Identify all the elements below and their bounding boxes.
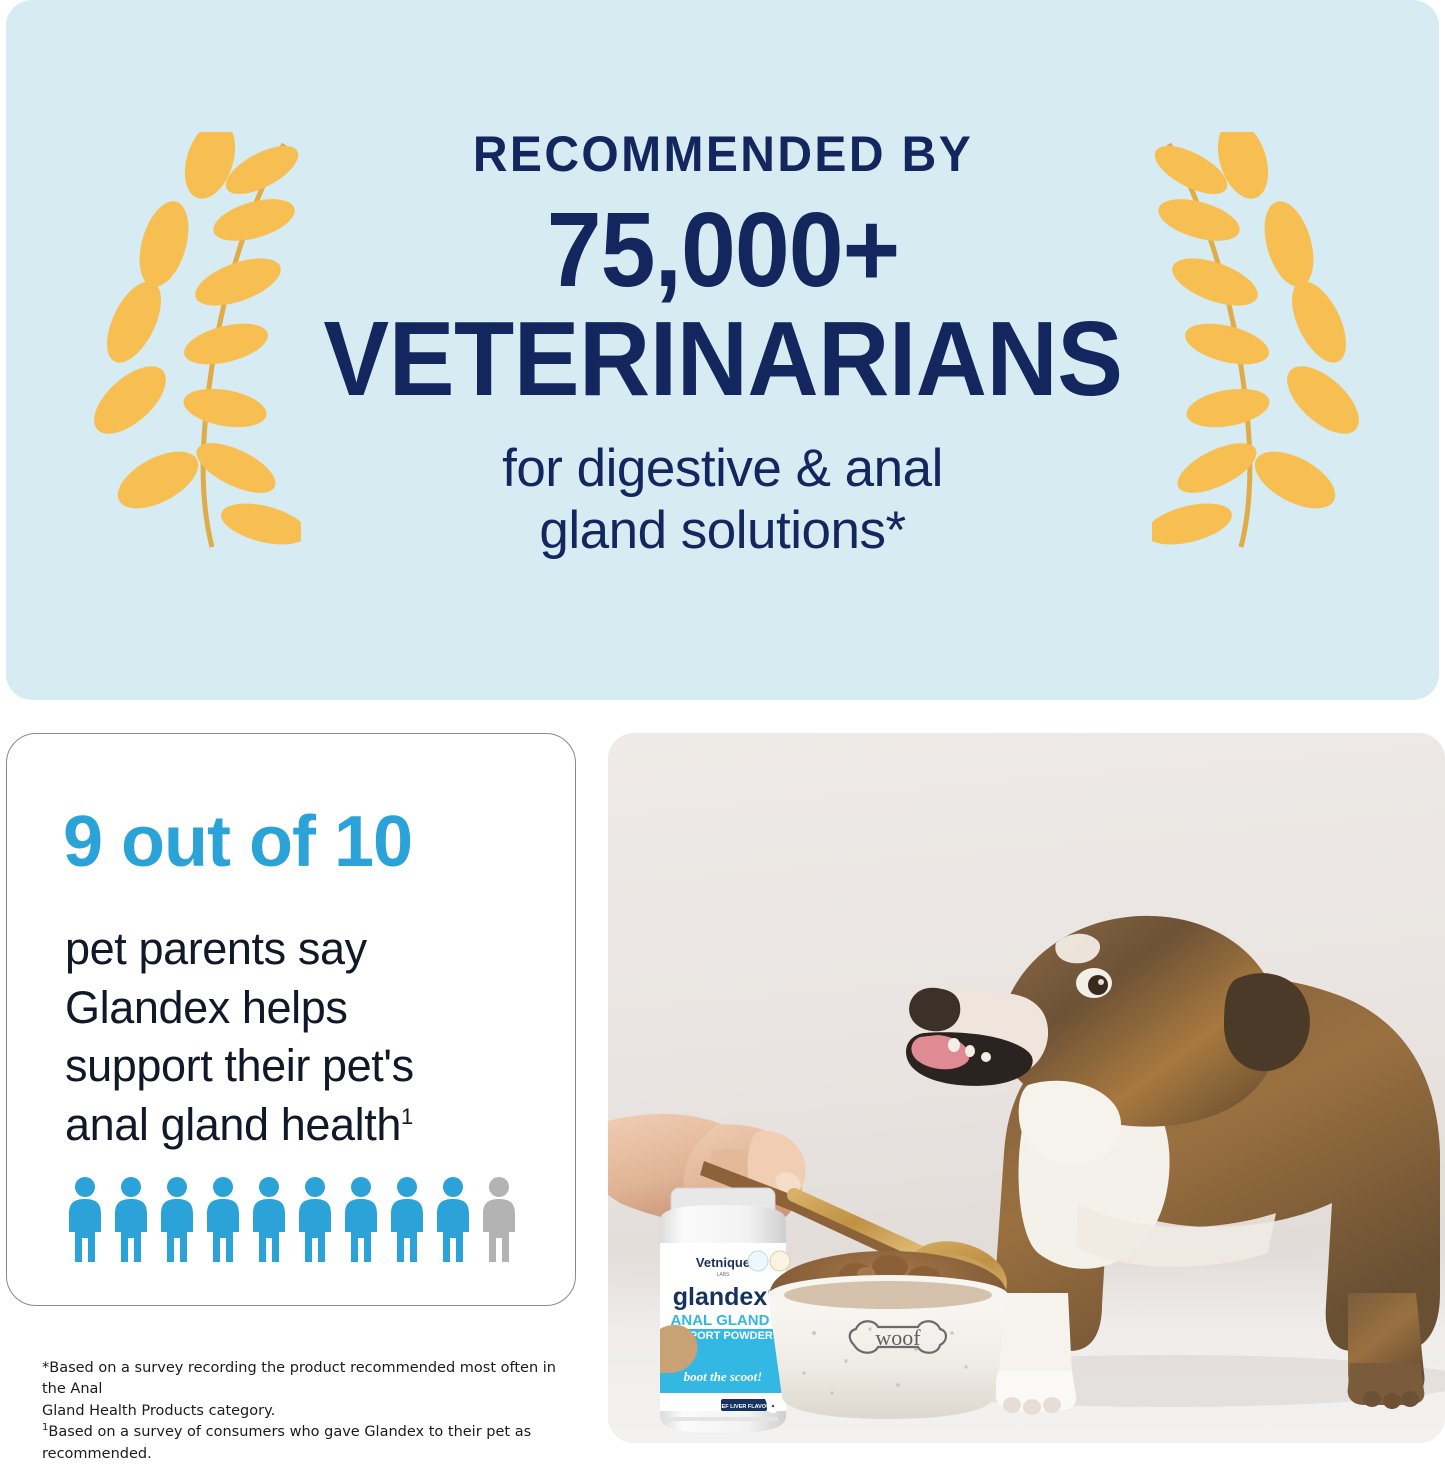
banner-audience: VETERINARIANS [322, 300, 1123, 419]
footnote-line2: Gland Health Products category. [42, 1402, 276, 1419]
svg-text:glandex: glandex [673, 1283, 768, 1311]
footnote-marker: 1 [401, 1103, 413, 1129]
bulldog-with-glandex-powder-photo: Vetnique LABS glandex ® ANAL GLAND SUPPO… [608, 733, 1445, 1443]
stat-body: pet parents say Glandex helps support th… [65, 920, 545, 1154]
laurel-wreath-left-icon [86, 121, 307, 567]
person-figure-icon [345, 1177, 377, 1262]
svg-text:Vetnique: Vetnique [696, 1255, 750, 1270]
bulldog-illustration [905, 915, 1440, 1415]
svg-text:woof: woof [875, 1325, 921, 1350]
people-pictogram [65, 1176, 519, 1264]
stat-body-line1: pet parents say [65, 923, 367, 974]
laurel-wreath-right-icon [1146, 121, 1367, 567]
bowl-woof-engraving: woof [848, 1320, 948, 1354]
banner-subtitle-line1: for digestive & anal [502, 438, 943, 498]
footnote-line1: *Based on a survey recording the product… [42, 1360, 556, 1398]
recommended-by-banner: RECOMMENDED BY 75,000+ VETERINARIANS for… [6, 0, 1439, 700]
svg-text:BEEF LIVER FLAVOUR: BEEF LIVER FLAVOUR [714, 1404, 774, 1410]
person-figure-icon [299, 1177, 331, 1262]
stat-body-line4: anal gland health1 [65, 1098, 413, 1150]
person-figure-icon [161, 1177, 193, 1262]
person-figure-icon [207, 1177, 239, 1262]
svg-text:LABS: LABS [717, 1272, 730, 1278]
stat-card: 9 out of 10 pet parents say Glandex help… [6, 733, 576, 1306]
banner-eyebrow: RECOMMENDED BY [472, 126, 973, 183]
glandex-bottle: Vetnique LABS glandex ® ANAL GLAND SUPPO… [660, 1187, 791, 1433]
dog-food-bowl: woof [768, 1251, 1008, 1419]
person-figure-icon [253, 1177, 285, 1262]
svg-text:boot the scoot!: boot the scoot! [684, 1369, 763, 1384]
footnote-line3: 1Based on a survey of consumers who gave… [42, 1422, 532, 1462]
person-figure-icon [437, 1177, 469, 1262]
banner-subtitle-line2: gland solutions* [539, 501, 906, 561]
person-figure-icon [115, 1177, 147, 1262]
person-figure-icon [69, 1177, 101, 1262]
person-figure-icon-muted [483, 1177, 515, 1262]
svg-text:▲: ▲ [771, 1403, 776, 1409]
footnotes: *Based on a survey recording the product… [42, 1358, 562, 1465]
stat-headline: 9 out of 10 [63, 802, 413, 882]
stat-body-line3: support their pet's [65, 1040, 414, 1091]
banner-number: 75,000+ [546, 191, 900, 310]
person-figure-icon [391, 1177, 423, 1262]
svg-text:ANAL GLAND: ANAL GLAND [671, 1312, 770, 1329]
stat-body-line2: Glandex helps [65, 981, 348, 1033]
